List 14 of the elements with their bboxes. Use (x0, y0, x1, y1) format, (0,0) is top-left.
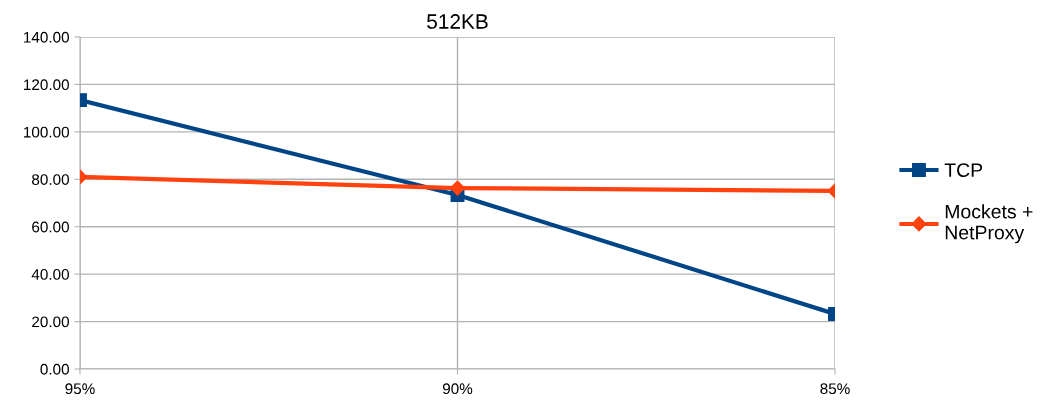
y-tick-label: 120.00 (24, 79, 69, 91)
y-tick-label: 100.00 (24, 126, 69, 138)
y-tick-label: 40.00 (31, 269, 69, 280)
x-tick-label: 85% (820, 383, 850, 395)
y-tick-label: 20.00 (32, 316, 69, 328)
x-tick-label: 95% (65, 383, 95, 395)
y-tick-label: 140.00 (24, 31, 69, 43)
x-tick-label: 90% (442, 383, 473, 395)
y-tick-label: 80.00 (32, 174, 69, 185)
legend-label: TCP (944, 163, 983, 178)
y-tick-label: 60.00 (32, 221, 69, 233)
legend-label: Mockets + NetProxy (945, 204, 1033, 244)
y-tick-label: 0.00 (40, 363, 69, 375)
chart-title: 512KB (427, 14, 488, 29)
